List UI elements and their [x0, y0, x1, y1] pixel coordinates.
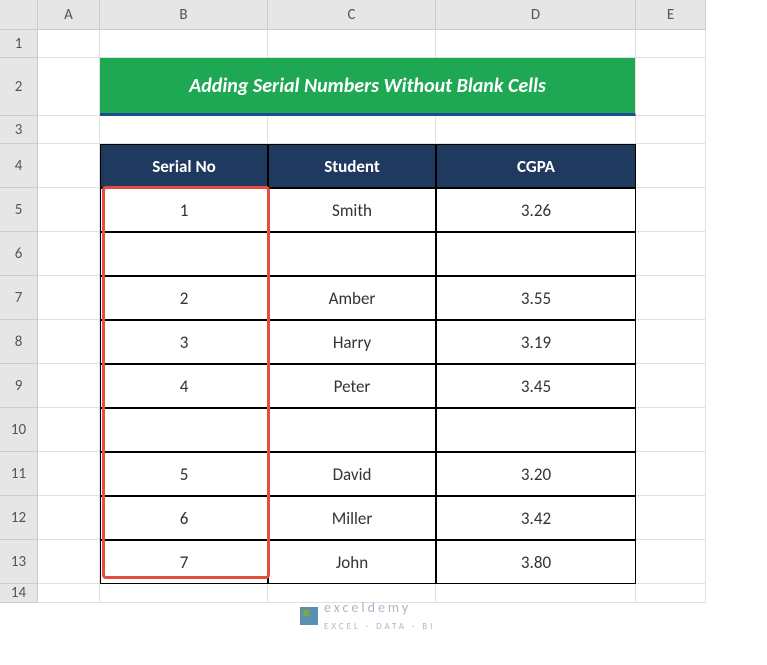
cell-student-5[interactable] [268, 408, 436, 452]
cell-d14[interactable] [436, 584, 636, 603]
cell-e8[interactable] [636, 320, 706, 364]
title-cell[interactable]: Adding Serial Numbers Without Blank Cell… [100, 58, 636, 116]
watermark: exceldemy EXCEL · DATA · BI [300, 599, 435, 633]
col-header-d[interactable]: D [436, 0, 636, 30]
cell-a4[interactable] [38, 144, 100, 188]
watermark-sub: EXCEL · DATA · BI [324, 621, 435, 632]
cell-cgpa-2[interactable]: 3.55 [436, 276, 636, 320]
row-header-5[interactable]: 5 [0, 188, 38, 232]
cell-serial-3[interactable]: 3 [100, 320, 268, 364]
cell-serial-4[interactable]: 4 [100, 364, 268, 408]
cell-cgpa-3[interactable]: 3.19 [436, 320, 636, 364]
cell-a11[interactable] [38, 452, 100, 496]
cell-cgpa-0[interactable]: 3.26 [436, 188, 636, 232]
cell-cgpa-8[interactable]: 3.80 [436, 540, 636, 584]
cell-serial-8[interactable]: 7 [100, 540, 268, 584]
row-header-6[interactable]: 6 [0, 232, 38, 276]
cell-e2[interactable] [636, 58, 706, 116]
row-header-7[interactable]: 7 [0, 276, 38, 320]
cell-a6[interactable] [38, 232, 100, 276]
cell-e9[interactable] [636, 364, 706, 408]
cell-cgpa-4[interactable]: 3.45 [436, 364, 636, 408]
row-header-11[interactable]: 11 [0, 452, 38, 496]
cell-c3[interactable] [268, 116, 436, 144]
cell-student-7[interactable]: Miller [268, 496, 436, 540]
cell-student-2[interactable]: Amber [268, 276, 436, 320]
col-header-c[interactable]: C [268, 0, 436, 30]
cell-cgpa-7[interactable]: 3.42 [436, 496, 636, 540]
cell-e1[interactable] [636, 30, 706, 58]
cell-c1[interactable] [268, 30, 436, 58]
header-student[interactable]: Student [268, 144, 436, 188]
cell-serial-5[interactable] [100, 408, 268, 452]
cell-a12[interactable] [38, 496, 100, 540]
cell-serial-7[interactable]: 6 [100, 496, 268, 540]
cell-a10[interactable] [38, 408, 100, 452]
cell-a9[interactable] [38, 364, 100, 408]
row-header-2[interactable]: 2 [0, 58, 38, 116]
cell-a13[interactable] [38, 540, 100, 584]
cell-student-0[interactable]: Smith [268, 188, 436, 232]
cell-a8[interactable] [38, 320, 100, 364]
cell-d1[interactable] [436, 30, 636, 58]
cell-serial-6[interactable]: 5 [100, 452, 268, 496]
cell-e3[interactable] [636, 116, 706, 144]
cell-a5[interactable] [38, 188, 100, 232]
header-serial[interactable]: Serial No [100, 144, 268, 188]
cell-a7[interactable] [38, 276, 100, 320]
header-cgpa[interactable]: CGPA [436, 144, 636, 188]
cell-student-6[interactable]: David [268, 452, 436, 496]
cell-e10[interactable] [636, 408, 706, 452]
cell-a2[interactable] [38, 58, 100, 116]
cell-b3[interactable] [100, 116, 268, 144]
watermark-icon [300, 607, 318, 625]
cell-e14[interactable] [636, 584, 706, 603]
row-header-4[interactable]: 4 [0, 144, 38, 188]
col-header-a[interactable]: A [38, 0, 100, 30]
cell-e5[interactable] [636, 188, 706, 232]
cell-e11[interactable] [636, 452, 706, 496]
row-header-13[interactable]: 13 [0, 540, 38, 584]
cell-e7[interactable] [636, 276, 706, 320]
cell-student-1[interactable] [268, 232, 436, 276]
cell-a3[interactable] [38, 116, 100, 144]
row-header-10[interactable]: 10 [0, 408, 38, 452]
cell-cgpa-6[interactable]: 3.20 [436, 452, 636, 496]
cell-student-4[interactable]: Peter [268, 364, 436, 408]
row-header-9[interactable]: 9 [0, 364, 38, 408]
row-header-14[interactable]: 14 [0, 584, 38, 603]
cell-e4[interactable] [636, 144, 706, 188]
row-header-1[interactable]: 1 [0, 30, 38, 58]
cell-d3[interactable] [436, 116, 636, 144]
cell-serial-0[interactable]: 1 [100, 188, 268, 232]
row-header-3[interactable]: 3 [0, 116, 38, 144]
cell-serial-1[interactable] [100, 232, 268, 276]
cell-e12[interactable] [636, 496, 706, 540]
cell-e6[interactable] [636, 232, 706, 276]
corner-cell[interactable] [0, 0, 38, 30]
cell-serial-2[interactable]: 2 [100, 276, 268, 320]
cell-b1[interactable] [100, 30, 268, 58]
cell-a14[interactable] [38, 584, 100, 603]
cell-b14[interactable] [100, 584, 268, 603]
row-header-8[interactable]: 8 [0, 320, 38, 364]
cell-student-8[interactable]: John [268, 540, 436, 584]
row-header-12[interactable]: 12 [0, 496, 38, 540]
spreadsheet-grid: A B C D E 1 2 Adding Serial Numbers With… [0, 0, 767, 603]
cell-e13[interactable] [636, 540, 706, 584]
col-header-e[interactable]: E [636, 0, 706, 30]
cell-cgpa-5[interactable] [436, 408, 636, 452]
cell-a1[interactable] [38, 30, 100, 58]
watermark-text: exceldemy [324, 599, 411, 616]
cell-student-3[interactable]: Harry [268, 320, 436, 364]
col-header-b[interactable]: B [100, 0, 268, 30]
cell-cgpa-1[interactable] [436, 232, 636, 276]
